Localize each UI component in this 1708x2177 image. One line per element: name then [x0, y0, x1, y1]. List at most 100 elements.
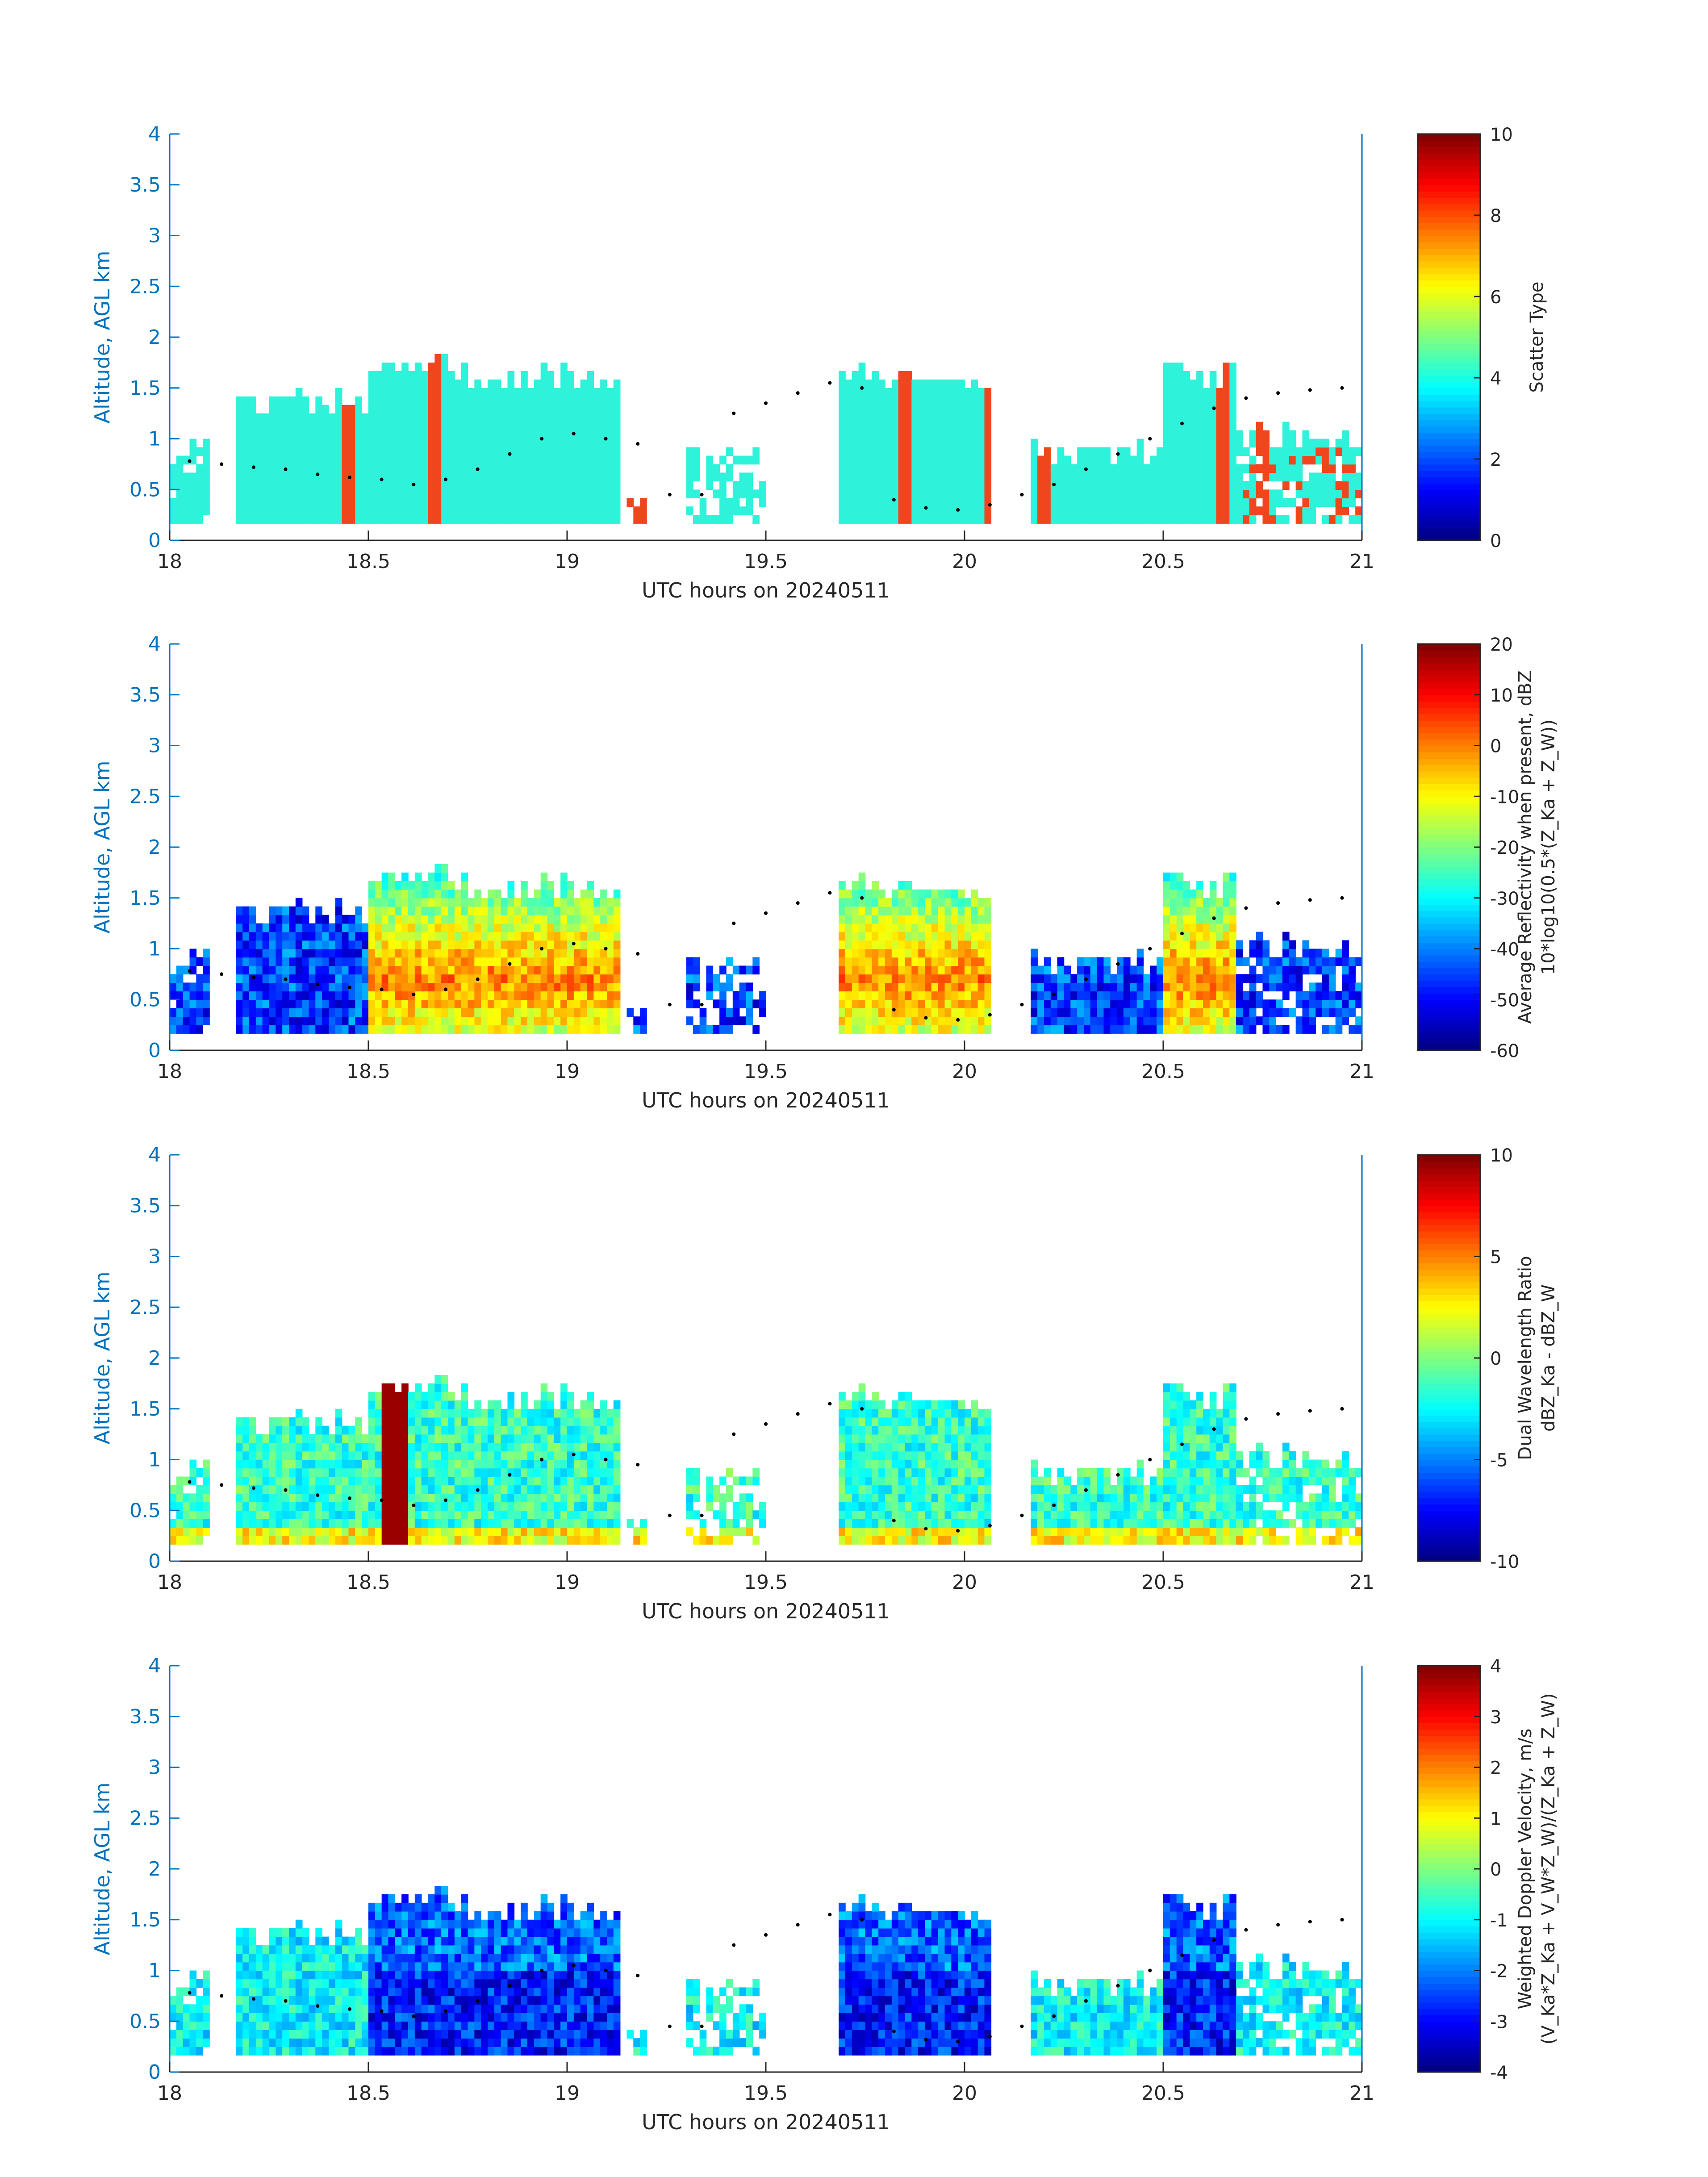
heatmap-cell	[481, 439, 488, 448]
heatmap-cell	[1157, 999, 1164, 1009]
heatmap-cell	[944, 932, 952, 941]
heatmap-cell	[1342, 965, 1349, 975]
heatmap-cell	[1262, 498, 1270, 507]
heatmap-cell	[454, 379, 462, 389]
heatmap-cell	[448, 430, 455, 439]
heatmap-cell	[911, 439, 919, 448]
heatmap-cell	[295, 1008, 303, 1017]
heatmap-cell	[196, 1519, 203, 1528]
heatmap-cell	[388, 1408, 396, 1418]
heatmap-cell	[1037, 464, 1044, 473]
heatmap-cell	[1064, 464, 1071, 473]
heatmap-cell	[461, 1383, 468, 1392]
heatmap-cell	[951, 379, 958, 389]
heatmap-cell	[580, 455, 588, 465]
heatmap-cell	[965, 932, 972, 941]
heatmap-cell	[852, 515, 859, 524]
heatmap-cell	[852, 396, 859, 405]
heatmap-cell	[315, 1442, 322, 1452]
heatmap-cell	[1103, 515, 1111, 524]
heatmap-cell	[1077, 982, 1084, 992]
heatmap-cell	[1097, 1008, 1104, 1017]
heatmap-cell	[262, 1502, 270, 1511]
heatmap-cell	[911, 515, 919, 524]
heatmap-cell	[534, 455, 541, 465]
heatmap-cell	[719, 489, 727, 499]
heatmap-cell	[434, 932, 442, 941]
heatmap-cell	[454, 506, 462, 515]
heatmap-cell	[289, 1519, 296, 1528]
heatmap-cell	[414, 1493, 422, 1503]
heatmap-cell	[885, 974, 892, 983]
heatmap-cell	[1157, 991, 1164, 1000]
heatmap-cell	[434, 1375, 442, 1384]
heatmap-cell	[381, 489, 389, 499]
heatmap-cell	[958, 413, 965, 422]
heatmap-cell	[1196, 447, 1203, 456]
heatmap-cell	[1183, 489, 1190, 499]
heatmap-cell	[1223, 932, 1230, 941]
heatmap-cell	[501, 898, 508, 907]
heatmap-cell	[269, 515, 276, 524]
heatmap-cell	[567, 1025, 574, 1034]
heatmap-cell	[1309, 991, 1316, 1000]
heatmap-cell	[381, 898, 389, 907]
heatmap-cell	[249, 915, 256, 924]
heatmap-cell	[852, 949, 859, 958]
heatmap-cell	[276, 472, 283, 482]
heatmap-cell	[322, 413, 329, 422]
heatmap-cell	[547, 949, 555, 958]
heatmap-cell	[514, 464, 521, 473]
heatmap-cell	[931, 957, 939, 966]
heatmap-cell	[170, 464, 177, 473]
heatmap-cell	[845, 515, 852, 524]
heatmap-cell	[401, 1510, 409, 1520]
heatmap-cell	[368, 506, 376, 515]
heatmap-cell	[925, 405, 932, 414]
heatmap-cell	[1216, 932, 1224, 941]
heatmap-cell	[434, 422, 442, 431]
heatmap-cell	[852, 422, 859, 431]
heatmap-cell	[355, 940, 362, 949]
heatmap-cell	[984, 481, 992, 490]
heatmap-cell	[965, 447, 972, 456]
heatmap-cell	[938, 949, 945, 958]
heatmap-cell	[468, 923, 475, 932]
heatmap-cell	[752, 515, 760, 524]
heatmap-cell	[388, 1519, 396, 1528]
heatmap-cell	[1103, 481, 1111, 490]
heatmap-cell	[295, 413, 303, 422]
heatmap-cell	[1309, 515, 1316, 524]
colorbar-step	[1418, 242, 1480, 249]
heatmap-cell	[1163, 999, 1170, 1009]
heatmap-cell	[315, 405, 322, 414]
heatmap-cell	[242, 515, 250, 524]
heatmap-cell	[554, 422, 561, 431]
heatmap-cell	[1090, 498, 1098, 507]
heatmap-cell	[1243, 957, 1250, 966]
heatmap-cell	[865, 906, 873, 915]
heatmap-cell	[1163, 405, 1170, 414]
heatmap-cell	[322, 515, 329, 524]
heatmap-cell	[885, 991, 892, 1000]
heatmap-cell	[282, 498, 289, 507]
heatmap-cell	[395, 949, 402, 958]
heatmap-cell	[852, 1025, 859, 1034]
heatmap-cell	[872, 379, 879, 389]
heatmap-cell	[573, 430, 581, 439]
heatmap-cell	[461, 949, 468, 958]
heatmap-cell	[1070, 999, 1077, 1009]
heatmap-cell	[329, 1434, 336, 1443]
heatmap-cell	[302, 965, 309, 975]
heatmap-cell	[1064, 481, 1071, 490]
colorbar-step	[1418, 828, 1480, 835]
heatmap-cell	[468, 898, 475, 907]
y-tick-label: 2	[148, 326, 161, 349]
heatmap-cell	[885, 932, 892, 941]
heatmap-cell	[560, 1016, 568, 1025]
cloud-top-dots	[188, 381, 1344, 512]
heatmap-cell	[381, 1510, 389, 1520]
heatmap-cell	[1044, 472, 1051, 482]
heatmap-cell	[481, 388, 488, 397]
heatmap-cell	[1322, 974, 1329, 983]
